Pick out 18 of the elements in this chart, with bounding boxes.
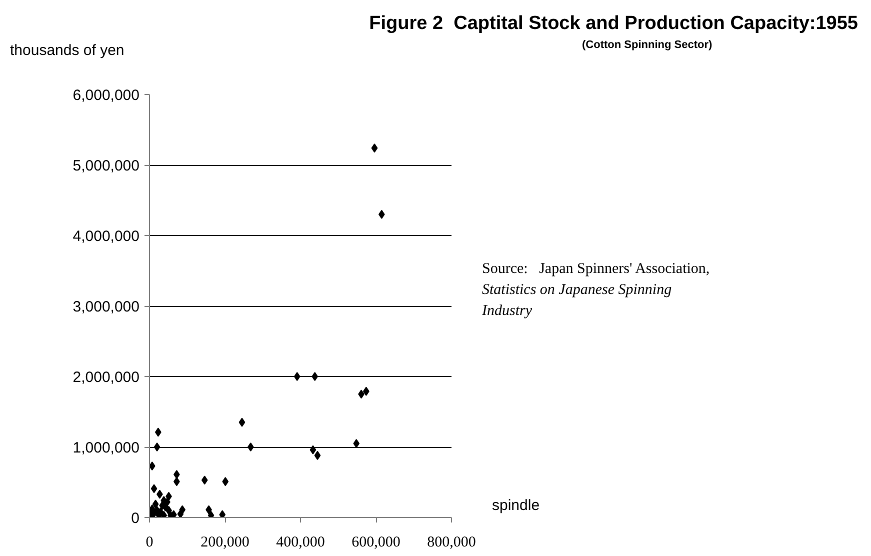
source-note: Source: Japan Spinners' Association, — [482, 260, 710, 279]
y-tick-label: 3,000,000 — [72, 298, 140, 316]
y-tick-label: 2,000,000 — [72, 369, 140, 386]
y-tick-label: 4,000,000 — [72, 228, 140, 245]
text: (Cotton Spinning Sector) — [582, 38, 712, 53]
x-axis-title: spindle — [492, 496, 540, 516]
y-tick-label: 1,000,000 — [72, 440, 140, 456]
text: Figure 2 Captital Stock and Production Capacity:1955 — [369, 12, 858, 36]
x-tick-label: 200,000 — [200, 534, 250, 550]
y-tick-label: 6,000,000 — [72, 87, 140, 104]
x-tick-label: 0 — [146, 534, 154, 550]
x-tick-label: 800,000 — [427, 534, 476, 550]
text: Statistics on Japanese Spinning Industry — [482, 281, 672, 321]
x-tick-label: 400,000 — [276, 534, 325, 550]
y-tick-label: 5,000,000 — [72, 158, 140, 174]
x-tick-label: 600,000 — [352, 534, 400, 550]
y-tick-label: 0 — [131, 510, 140, 527]
y-axis-title: thousands of yen — [10, 41, 124, 61]
